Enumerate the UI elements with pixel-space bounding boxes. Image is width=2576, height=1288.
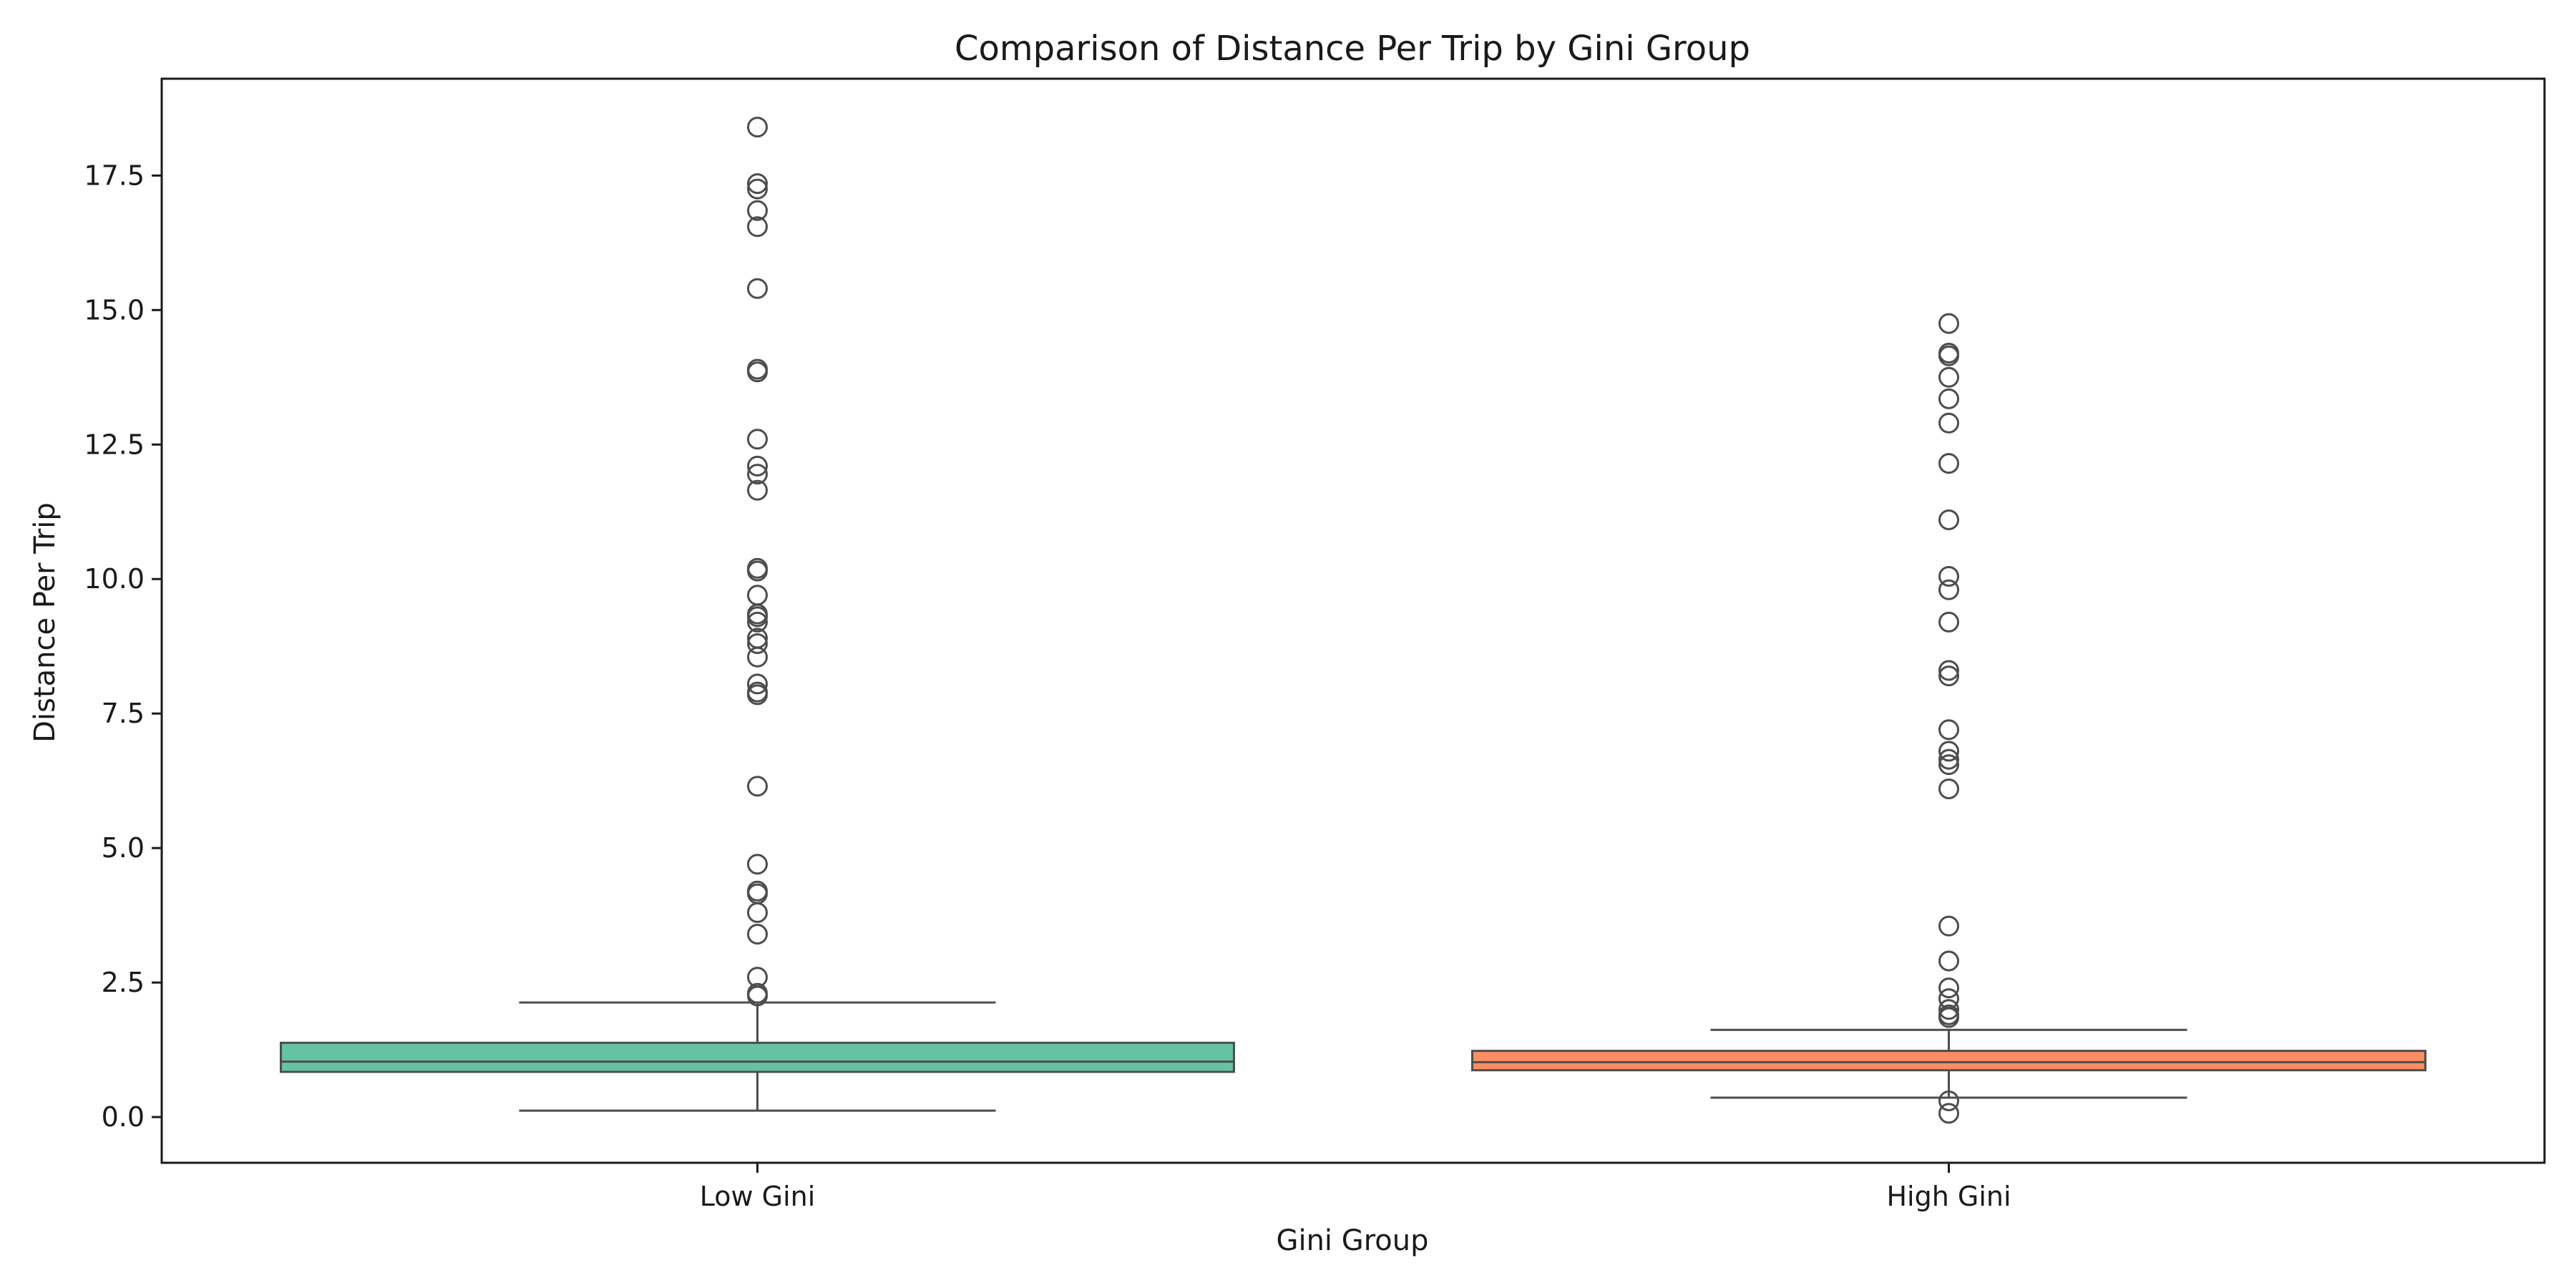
outlier-point (1938, 988, 1959, 1010)
x-tick-label: High Gini (1886, 1181, 2011, 1212)
outlier-point (747, 429, 768, 450)
outlier-point (747, 178, 768, 200)
outlier-point (1938, 412, 1959, 434)
outlier-point (747, 923, 768, 945)
outlier-point (747, 628, 768, 649)
outlier-point (747, 967, 768, 988)
y-tick-label: 12.5 (84, 429, 145, 460)
outlier-point (747, 681, 768, 703)
outlier-point (747, 455, 768, 477)
outlier-point (747, 854, 768, 875)
chart-title: Comparison of Distance Per Trip by Gini … (955, 29, 1750, 69)
outlier-point (1938, 313, 1959, 334)
outlier-point (1938, 754, 1959, 776)
y-tick-label: 17.5 (84, 160, 145, 191)
x-tick-label: Low Gini (700, 1181, 816, 1212)
outlier-point (747, 585, 768, 606)
y-tick-label: 2.5 (102, 967, 145, 998)
plot-area: 0.0 2.5 5.0 7.5 10.0 12.5 15.0 17.5 Low Gini High… (84, 117, 2426, 1212)
outlier-point (1938, 565, 1959, 587)
y-tick-label: 15.0 (84, 294, 145, 326)
outlier-point (1938, 453, 1959, 474)
outlier-point (747, 117, 768, 138)
outlier-point (1938, 366, 1959, 388)
outlier-point (1938, 915, 1959, 937)
outlier-point (1938, 778, 1959, 799)
outlier-point (1938, 665, 1959, 687)
outlier-point (1938, 579, 1959, 600)
outlier-point (747, 216, 768, 238)
outlier-point (747, 464, 768, 485)
outlier-point (747, 200, 768, 221)
outlier-point (1938, 611, 1959, 633)
iqr-box (1471, 1050, 2426, 1072)
outlier-point (747, 776, 768, 797)
outlier-point (1938, 1091, 1959, 1112)
y-tick-label: 7.5 (102, 698, 145, 729)
outlier-point (747, 611, 768, 633)
y-axis-label: Distance Per Trip (29, 502, 62, 743)
outlier-point (1938, 999, 1959, 1020)
outlier-point (747, 633, 768, 654)
y-tick-label: 0.0 (102, 1101, 145, 1133)
outlier-point (747, 673, 768, 695)
outlier-point (1938, 977, 1959, 999)
y-tick-label: 5.0 (102, 832, 145, 864)
outlier-point (1938, 1103, 1959, 1124)
outlier-point (1938, 660, 1959, 681)
outlier-point (1938, 719, 1959, 741)
outlier-point (747, 982, 768, 1004)
outlier-point (747, 880, 768, 902)
outlier-point (747, 902, 768, 923)
outlier-point (747, 358, 768, 380)
x-axis-label: Gini Group (1276, 1224, 1428, 1257)
iqr-box (280, 1041, 1235, 1073)
outlier-point (1938, 509, 1959, 531)
outlier-point (1938, 741, 1959, 762)
outlier-point (1938, 1004, 1959, 1025)
outlier-point (1938, 748, 1959, 770)
outlier-point (747, 173, 768, 195)
outlier-point (1938, 342, 1959, 364)
plot-frame (160, 77, 2546, 1164)
outlier-point (1938, 388, 1959, 409)
outlier-point (747, 479, 768, 501)
outlier-point (747, 278, 768, 299)
outlier-point (747, 557, 768, 579)
outlier-point (1938, 950, 1959, 972)
y-tick-label: 10.0 (84, 563, 145, 595)
